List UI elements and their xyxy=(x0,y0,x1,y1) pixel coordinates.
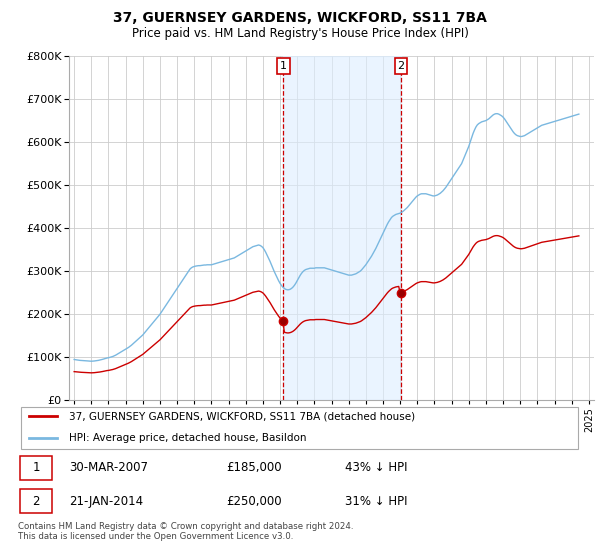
Text: 1: 1 xyxy=(280,61,287,71)
Text: Price paid vs. HM Land Registry's House Price Index (HPI): Price paid vs. HM Land Registry's House … xyxy=(131,27,469,40)
Text: 37, GUERNSEY GARDENS, WICKFORD, SS11 7BA (detached house): 37, GUERNSEY GARDENS, WICKFORD, SS11 7BA… xyxy=(69,412,415,421)
Text: 2: 2 xyxy=(397,61,404,71)
Text: Contains HM Land Registry data © Crown copyright and database right 2024.
This d: Contains HM Land Registry data © Crown c… xyxy=(18,522,353,542)
FancyBboxPatch shape xyxy=(20,489,52,513)
Text: 2: 2 xyxy=(32,494,40,508)
Text: 21-JAN-2014: 21-JAN-2014 xyxy=(69,494,143,508)
FancyBboxPatch shape xyxy=(20,456,52,480)
Text: £185,000: £185,000 xyxy=(227,461,283,474)
Text: 1: 1 xyxy=(32,461,40,474)
Text: HPI: Average price, detached house, Basildon: HPI: Average price, detached house, Basi… xyxy=(69,433,306,443)
Text: 37, GUERNSEY GARDENS, WICKFORD, SS11 7BA: 37, GUERNSEY GARDENS, WICKFORD, SS11 7BA xyxy=(113,11,487,25)
Text: 31% ↓ HPI: 31% ↓ HPI xyxy=(345,494,407,508)
Text: 43% ↓ HPI: 43% ↓ HPI xyxy=(345,461,407,474)
FancyBboxPatch shape xyxy=(21,407,578,449)
Bar xyxy=(283,56,401,400)
Text: £250,000: £250,000 xyxy=(227,494,283,508)
Text: 30-MAR-2007: 30-MAR-2007 xyxy=(69,461,148,474)
